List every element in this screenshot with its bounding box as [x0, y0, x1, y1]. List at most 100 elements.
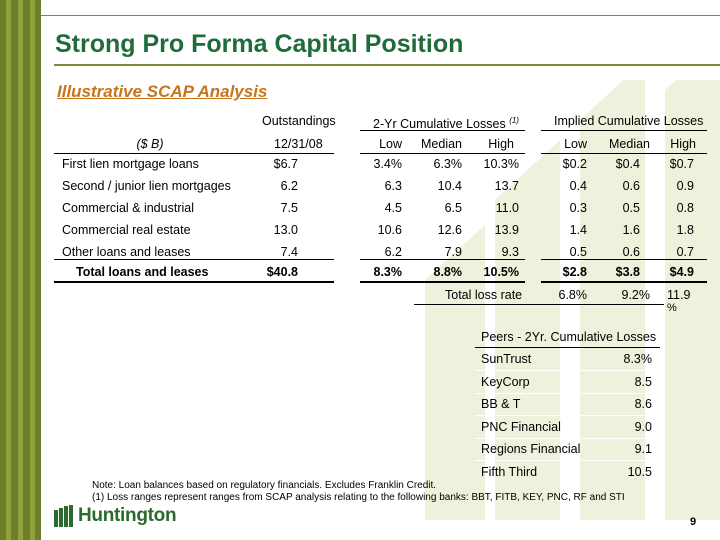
- total-bottom-rule-losses: [360, 281, 525, 283]
- row-label: Other loans and leases: [62, 245, 191, 259]
- peer-name: SunTrust: [481, 352, 532, 366]
- row-implied-low: 1.4: [569, 223, 587, 237]
- row-implied-low: $0.2: [562, 157, 587, 171]
- row-label: Second / junior lien mortgages: [62, 179, 231, 193]
- header-rule-implied: [541, 153, 707, 154]
- total-rule-left: [54, 259, 334, 260]
- peer-name: BB & T: [481, 397, 521, 411]
- header-outstandings: Outstandings: [262, 114, 336, 128]
- row-implied-median: 0.5: [622, 201, 640, 215]
- row-label: Commercial real estate: [62, 223, 191, 237]
- total-implied-high: $4.9: [669, 265, 694, 279]
- row-high: 9.3: [501, 245, 519, 259]
- huntington-logo-text: Huntington: [78, 505, 177, 526]
- row-high: 13.9: [494, 223, 519, 237]
- row-outstandings: 6.2: [280, 179, 298, 193]
- peer-value: 10.5: [627, 464, 652, 479]
- total-bottom-rule-left: [54, 281, 334, 283]
- row-implied-high: 0.8: [676, 201, 694, 215]
- row-label: Commercial & industrial: [62, 201, 194, 215]
- row-label: First lien mortgage loans: [62, 157, 199, 171]
- header-unit: ($ B): [136, 137, 164, 151]
- loss-rate-low: 6.8%: [558, 288, 588, 302]
- row-low: 4.5: [384, 201, 402, 215]
- peer-value: 9.1: [634, 442, 652, 456]
- loss-rate-high: 11.9: [667, 288, 691, 302]
- row-median: 10.4: [437, 179, 462, 193]
- page-subtitle: Illustrative SCAP Analysis: [57, 82, 268, 101]
- peer-value: 8.3%: [623, 352, 653, 366]
- row-implied-high: $0.7: [669, 157, 694, 171]
- header-implied-low: Low: [564, 137, 587, 151]
- total-median: 8.8%: [433, 265, 463, 279]
- header-date: 12/31/08: [274, 137, 323, 151]
- page-title: Strong Pro Forma Capital Position: [55, 30, 464, 58]
- title-rule: [54, 64, 720, 66]
- row-median: 12.6: [437, 223, 462, 237]
- watermark-graphic: [425, 80, 720, 520]
- row-implied-low: 0.3: [569, 201, 587, 215]
- total-bottom-rule-implied: [541, 281, 707, 283]
- row-high: 10.3%: [483, 157, 519, 171]
- loss-rate-rule: [414, 304, 664, 305]
- loss-rate-median: 9.2%: [621, 288, 651, 302]
- sidebar-decoration: [0, 0, 41, 540]
- total-high: 10.5%: [483, 265, 519, 279]
- header-rule-left: [54, 153, 334, 154]
- header-high: High: [488, 137, 514, 151]
- row-implied-high: 0.9: [676, 179, 694, 193]
- total-rule-losses: [360, 259, 525, 260]
- peer-name: Fifth Third: [481, 464, 538, 479]
- header-rule-losses: [360, 153, 525, 154]
- header-median: Median: [421, 137, 462, 151]
- row-median: 6.5: [444, 201, 462, 215]
- row-implied-median: 1.6: [622, 223, 640, 237]
- row-implied-low: 0.4: [569, 179, 587, 193]
- page-number: 9: [690, 516, 697, 528]
- row-outstandings: 13.0: [273, 223, 298, 237]
- row-implied-median: 0.6: [622, 245, 640, 259]
- peer-name: KeyCorp: [481, 374, 530, 389]
- peer-value: 9.0: [634, 419, 652, 434]
- total-implied-median: $3.8: [615, 265, 640, 279]
- row-low: 10.6: [377, 223, 402, 237]
- peer-row-divider: [475, 370, 660, 371]
- note-text: Note: Loan balances based on regulatory …: [92, 480, 437, 491]
- total-low: 8.3%: [373, 265, 403, 279]
- row-implied-median: 0.6: [622, 179, 640, 193]
- header-implied: Implied Cumulative Losses: [554, 114, 704, 128]
- row-low: 3.4%: [373, 157, 403, 171]
- implied-header-rule: [541, 130, 707, 131]
- header-losses-footnote-marker: (1): [509, 116, 519, 125]
- losses-header-rule: [360, 130, 525, 131]
- row-high: 13.7: [494, 179, 519, 193]
- row-low: 6.2: [384, 245, 402, 259]
- loss-rate-high-unit: %: [667, 302, 677, 314]
- row-implied-low: 0.5: [569, 245, 587, 259]
- row-median: 7.9: [444, 245, 462, 259]
- total-outstandings: $40.8: [266, 265, 298, 279]
- peer-value: 8.6: [634, 397, 652, 411]
- header-implied-high: High: [670, 137, 696, 151]
- total-label: Total loans and leases: [76, 265, 209, 279]
- total-implied-low: $2.8: [562, 265, 587, 279]
- header-losses: 2-Yr Cumulative Losses (1): [373, 116, 519, 132]
- row-outstandings: 7.5: [280, 201, 298, 215]
- total-rule-implied: [541, 259, 707, 260]
- header-low: Low: [379, 137, 402, 151]
- huntington-logo-mark: [54, 505, 73, 527]
- row-median: 6.3%: [433, 157, 463, 171]
- peer-row-divider: [475, 415, 660, 416]
- row-implied-median: $0.4: [615, 157, 640, 171]
- top-rule: [41, 15, 720, 16]
- peer-name: PNC Financial: [481, 419, 561, 434]
- peer-row-divider: [475, 392, 660, 394]
- header-implied-median: Median: [609, 137, 650, 151]
- row-implied-high: 0.7: [676, 245, 694, 259]
- loss-rate-label: Total loss rate: [445, 288, 523, 302]
- peers-header: Peers - 2Yr. Cumulative Losses: [481, 330, 657, 344]
- row-outstandings: $6.7: [273, 157, 298, 171]
- row-implied-high: 1.8: [676, 223, 694, 237]
- row-outstandings: 7.4: [280, 245, 298, 259]
- peers-header-rule: [475, 347, 660, 348]
